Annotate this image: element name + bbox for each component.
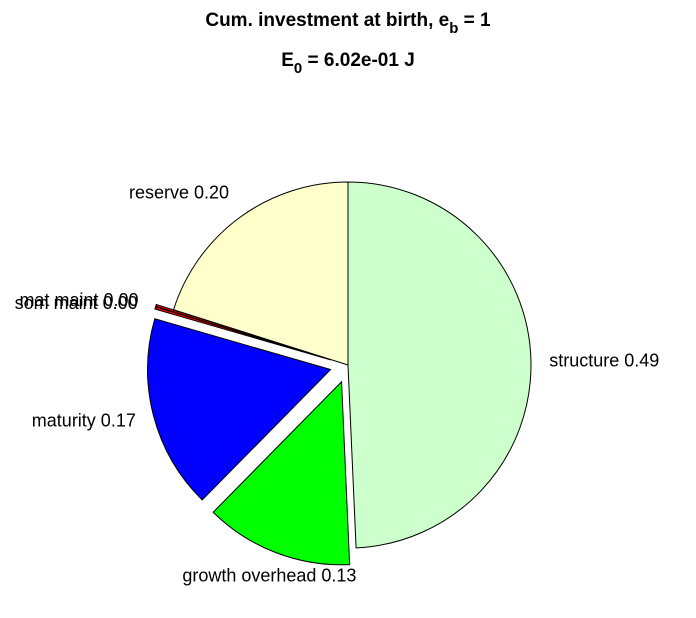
slice-label: reserve 0.20 bbox=[129, 183, 229, 203]
slice-label: mat maint 0.00 bbox=[19, 290, 138, 310]
chart-title: Cum. investment at birth, eb = 1 bbox=[205, 10, 491, 37]
pie-slice bbox=[347, 181, 532, 549]
pie-slice bbox=[212, 380, 351, 566]
slice-label: maturity 0.17 bbox=[32, 411, 136, 431]
slice-label: structure 0.49 bbox=[549, 351, 659, 371]
pie-slice bbox=[172, 181, 349, 366]
pie-slice bbox=[147, 318, 332, 501]
chart-subtitle: E0 = 6.02e-01 J bbox=[281, 50, 415, 77]
slice-label: growth overhead 0.13 bbox=[182, 566, 356, 586]
slice-label: som maint 0.00 bbox=[15, 293, 138, 313]
